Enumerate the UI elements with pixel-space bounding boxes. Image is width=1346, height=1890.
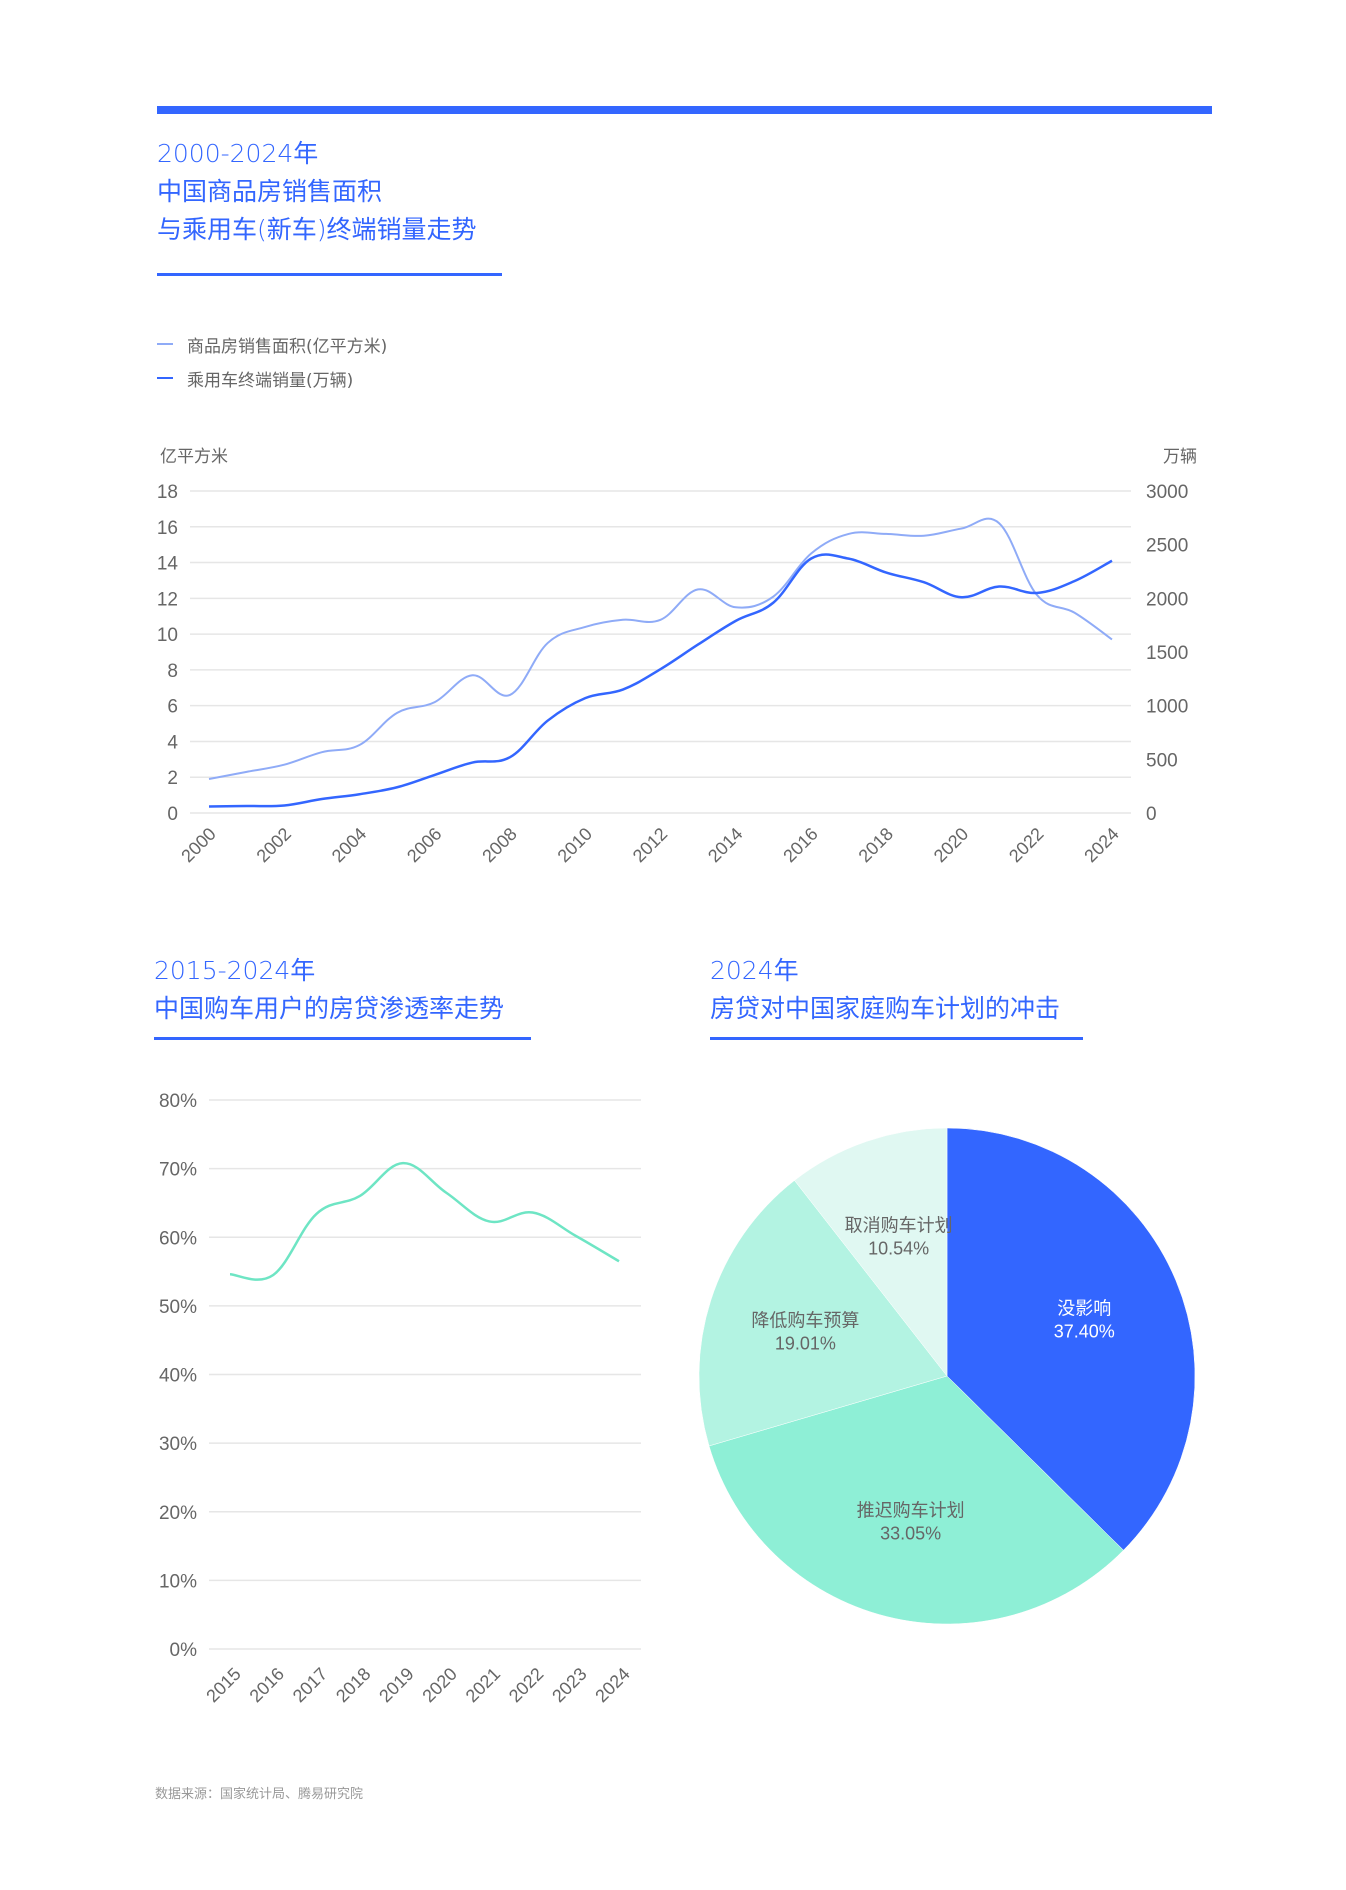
x-axis-tick: 2016 [779,824,821,866]
right-axis-tick: 2000 [1146,589,1188,610]
section3-title: 2024年 房贷对中国家庭购车计划的冲击 [710,952,1060,1028]
y-axis-tick: 20% [159,1503,197,1524]
section1-title-line-2: 中国商品房销售面积 [157,177,383,206]
penetration-line-chart: 0%10%20%30%40%50%60%70%80%2015 2016 2017 20… [159,1091,641,1706]
left-axis-tick: 0 [167,804,178,825]
legend-item-housing[interactable]: 商品房销售面积(亿平方米) [157,327,387,361]
pie-slice-label: 降低购车预算 [751,1310,859,1330]
right-axis-tick: 1500 [1146,643,1188,664]
left-axis-tick: 4 [167,732,178,753]
section1-title-line-1: 2000-2024年 [157,139,319,168]
x-axis-tick: 2021 [462,1664,504,1706]
section1-title: 2000-2024年 中国商品房销售面积 与乘用车(新车)终端销量走势 [157,135,477,249]
y-axis-tick: 40% [159,1366,197,1387]
section3-title-line-1: 2024年 [710,956,799,985]
left-axis-tick: 12 [157,589,178,610]
x-axis-tick: 2020 [418,1664,460,1706]
y-axis-tick: 50% [159,1297,197,1318]
y-axis-tick: 10% [159,1571,197,1592]
y-axis-tick: 70% [159,1160,197,1181]
pie-slice[interactable] [946,1127,1196,1551]
pie-slice-label: 取消购车计划 [845,1215,953,1235]
x-axis-tick: 2012 [629,824,671,866]
x-axis-tick: 2023 [548,1664,590,1706]
left-axis-unit: 亿平方米 [160,447,228,467]
pie-slice[interactable] [698,1180,948,1447]
pie-slice-label: 没影响 [1057,1299,1111,1319]
x-axis-tick: 2018 [855,824,897,866]
x-axis-tick: 2022 [505,1664,547,1706]
pie-slice[interactable] [794,1127,948,1377]
legend-label: 乘用车终端销量(万辆) [187,370,354,391]
section2-title: 2015-2024年 中国购车用户的房贷渗透率走势 [154,952,504,1028]
right-axis-tick: 500 [1146,750,1178,771]
section3-title-rule [710,1037,1083,1040]
legend-swatch-blue [157,377,173,379]
right-axis-unit: 万辆 [1163,447,1197,467]
right-axis-tick: 2500 [1146,536,1188,557]
x-axis-tick: 2014 [704,824,746,866]
left-axis-tick: 8 [167,661,178,682]
data-source-note: 数据来源：国家统计局、腾易研究院 [155,1787,364,1802]
pie-slice-value: 10.54% [868,1238,929,1258]
pie-slice-value: 19.01% [775,1333,836,1353]
section3-title-line-2: 房贷对中国家庭购车计划的冲击 [710,994,1061,1023]
dual-axis-line-chart: 0 2 4 6 8 10 12 14 16 18 0 500 1000 1500 2000 2500 3000 2… [157,482,1188,866]
section2-title-rule [154,1037,531,1040]
y-axis-tick: 0% [170,1640,198,1661]
left-axis-tick: 6 [167,697,178,718]
legend-item-cars[interactable]: 乘用车终端销量(万辆) [157,361,387,395]
chart1-legend: 商品房销售面积(亿平方米) 乘用车终端销量(万辆) [157,327,387,395]
y-axis-tick: 80% [159,1091,197,1112]
section2-title-line-1: 2015-2024年 [154,956,316,985]
x-axis-tick: 2000 [177,824,219,866]
x-axis-tick: 2015 [202,1664,244,1706]
section1-title-line-3: 与乘用车(新车)终端销量走势 [157,215,477,244]
legend-label: 商品房销售面积(亿平方米) [187,336,388,357]
x-axis-tick: 2002 [253,824,295,866]
y-axis-tick: 30% [159,1434,197,1455]
pie-slice-value: 37.40% [1054,1322,1115,1342]
x-axis-tick: 2010 [554,824,596,866]
housing-area-line[interactable] [208,517,1113,780]
pie-slice-value: 33.05% [880,1523,941,1543]
x-axis-tick: 2024 [591,1664,633,1706]
right-axis-tick: 1000 [1146,697,1188,718]
left-axis-tick: 2 [167,768,178,789]
x-axis-tick: 2017 [289,1664,331,1706]
x-axis-tick: 2019 [375,1664,417,1706]
right-axis-tick: 3000 [1146,482,1188,503]
x-axis-tick: 2022 [1005,824,1047,866]
top-accent-bar [157,106,1212,114]
x-axis-tick: 2024 [1080,824,1122,866]
car-sales-line[interactable] [208,553,1113,808]
x-axis-tick: 2006 [403,824,445,866]
left-axis-tick: 18 [157,482,178,503]
x-axis-tick: 2004 [328,824,370,866]
right-axis-tick: 0 [1146,804,1157,825]
x-axis-tick: 2018 [332,1664,374,1706]
left-axis-tick: 10 [157,625,178,646]
impact-pie-chart: 没影响 37.40% 推迟购车计划 33.05% 降低购车预算 19.01% 取消购车计划 1… [698,1127,1196,1625]
pie-slice[interactable] [708,1375,1124,1625]
x-axis-tick: 2008 [478,824,520,866]
section1-title-rule [157,273,502,276]
pie-slice-label: 推迟购车计划 [857,1500,965,1520]
x-axis-tick: 2016 [246,1664,288,1706]
left-axis-tick: 14 [157,554,179,575]
legend-swatch-light-blue [157,343,173,345]
penetration-rate-line[interactable] [229,1161,620,1281]
left-axis-tick: 16 [157,518,178,539]
x-axis-tick: 2020 [930,824,972,866]
y-axis-tick: 60% [159,1228,197,1249]
section2-title-line-2: 中国购车用户的房贷渗透率走势 [154,994,505,1023]
